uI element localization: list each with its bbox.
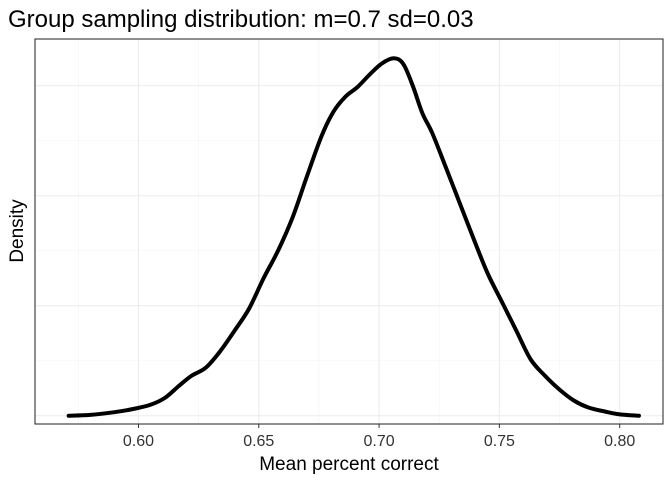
x-tick-label: 0.60 <box>123 433 154 450</box>
density-curve <box>66 56 641 418</box>
plot-panel-border <box>34 38 664 425</box>
grid <box>35 39 663 424</box>
density-series <box>66 56 641 418</box>
y-axis-title: Density <box>7 199 28 263</box>
chart-title: Group sampling distribution: m=0.7 sd=0.… <box>8 6 474 33</box>
x-tick-label: 0.70 <box>364 433 395 450</box>
x-tick-label: 0.75 <box>484 433 515 450</box>
x-axis-ticks: 0.60 0.65 0.70 0.75 0.80 <box>123 424 635 450</box>
x-tick-label: 0.65 <box>243 433 274 450</box>
x-axis-title: Mean percent correct <box>259 454 439 475</box>
x-tick-label: 0.80 <box>604 433 635 450</box>
